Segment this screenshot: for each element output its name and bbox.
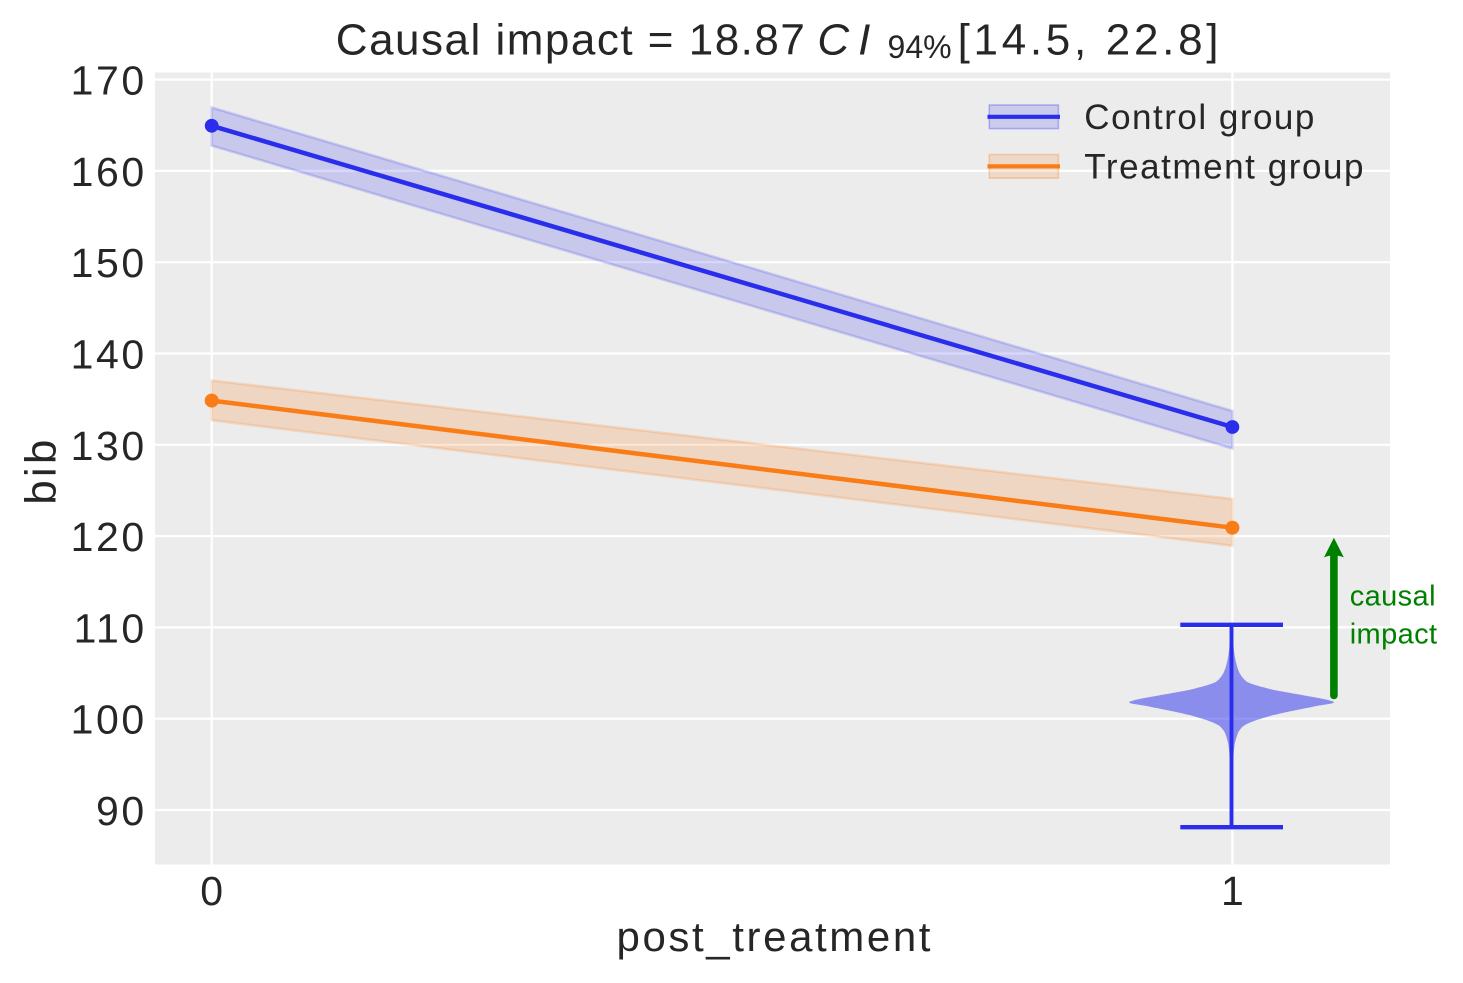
svg-text:bib: bib: [16, 436, 65, 504]
svg-text:170: 170: [71, 58, 147, 104]
svg-text:Control group: Control group: [1084, 98, 1316, 137]
svg-text:90: 90: [96, 788, 147, 834]
svg-text:100: 100: [71, 697, 147, 743]
svg-text:160: 160: [71, 149, 147, 195]
svg-text:130: 130: [71, 423, 147, 469]
svg-text:causal: causal: [1350, 581, 1436, 613]
svg-text:Treatment group: Treatment group: [1084, 148, 1365, 187]
svg-text:110: 110: [74, 605, 147, 651]
svg-text:post_treatment: post_treatment: [617, 913, 934, 960]
svg-text:0: 0: [200, 868, 223, 914]
svg-text:150: 150: [71, 240, 147, 286]
svg-text:120: 120: [71, 514, 147, 560]
svg-text:1: 1: [1221, 868, 1244, 914]
svg-text:140: 140: [71, 332, 147, 378]
svg-text:impact: impact: [1350, 619, 1438, 651]
